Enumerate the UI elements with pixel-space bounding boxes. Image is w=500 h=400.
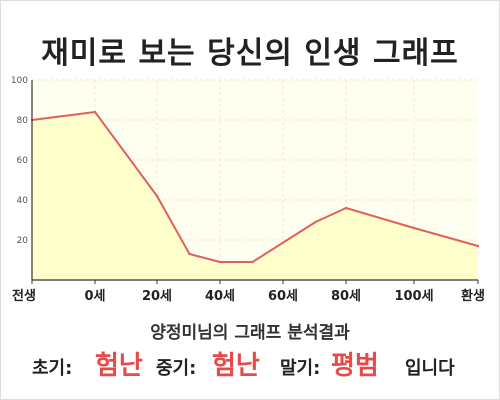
x-tick-label-5: 80세 bbox=[331, 289, 361, 304]
mid-label: 중기: bbox=[156, 358, 197, 379]
data-point-2 bbox=[155, 194, 159, 198]
verdict-line: 초기: 험난 중기: 험난 말기: 평범 입니다 bbox=[0, 343, 500, 383]
data-point-7 bbox=[344, 206, 348, 210]
data-point-9 bbox=[476, 244, 480, 248]
series-area bbox=[32, 112, 478, 280]
x-tick-label-2: 20세 bbox=[142, 289, 172, 304]
data-point-1 bbox=[93, 110, 97, 114]
y-tick-label-60: 60 bbox=[17, 156, 29, 166]
analysis-subtitle: 양정미님의 그래프 분석결과 bbox=[150, 323, 350, 343]
y-tick-label-20: 20 bbox=[17, 236, 29, 246]
early-value: 험난 bbox=[95, 351, 143, 381]
mid-value: 험난 bbox=[212, 351, 260, 381]
late-value: 평범 bbox=[331, 351, 379, 381]
x-tick-label-4: 60세 bbox=[268, 289, 298, 304]
late-label: 말기: bbox=[280, 358, 321, 379]
y-tick-label-80: 80 bbox=[17, 116, 29, 126]
data-point-6 bbox=[314, 220, 317, 224]
data-point-5 bbox=[251, 260, 254, 264]
ending-text: 입니다 bbox=[405, 358, 455, 379]
page-title: 재미로 보는 당신의 인생 그래프 bbox=[41, 36, 459, 71]
data-point-3 bbox=[188, 252, 191, 256]
life-graph-chart: 20 40 60 80 100 전생 0세 20세 40세 60세 80세 100세 환생 bbox=[11, 76, 485, 304]
y-tick-label-100: 100 bbox=[11, 76, 28, 86]
series-line bbox=[31, 111, 479, 263]
x-tick-label-7: 환생 bbox=[461, 288, 485, 304]
x-tick-label-6: 100세 bbox=[394, 289, 433, 304]
x-tick-label-0: 전생 bbox=[12, 288, 36, 304]
x-tick-label-1: 0세 bbox=[84, 289, 105, 304]
data-point-8 bbox=[412, 226, 416, 230]
y-tick-label-40: 40 bbox=[17, 196, 29, 206]
x-tick-label-3: 40세 bbox=[205, 289, 235, 304]
data-point-4 bbox=[218, 260, 222, 264]
early-label: 초기: bbox=[32, 358, 73, 379]
